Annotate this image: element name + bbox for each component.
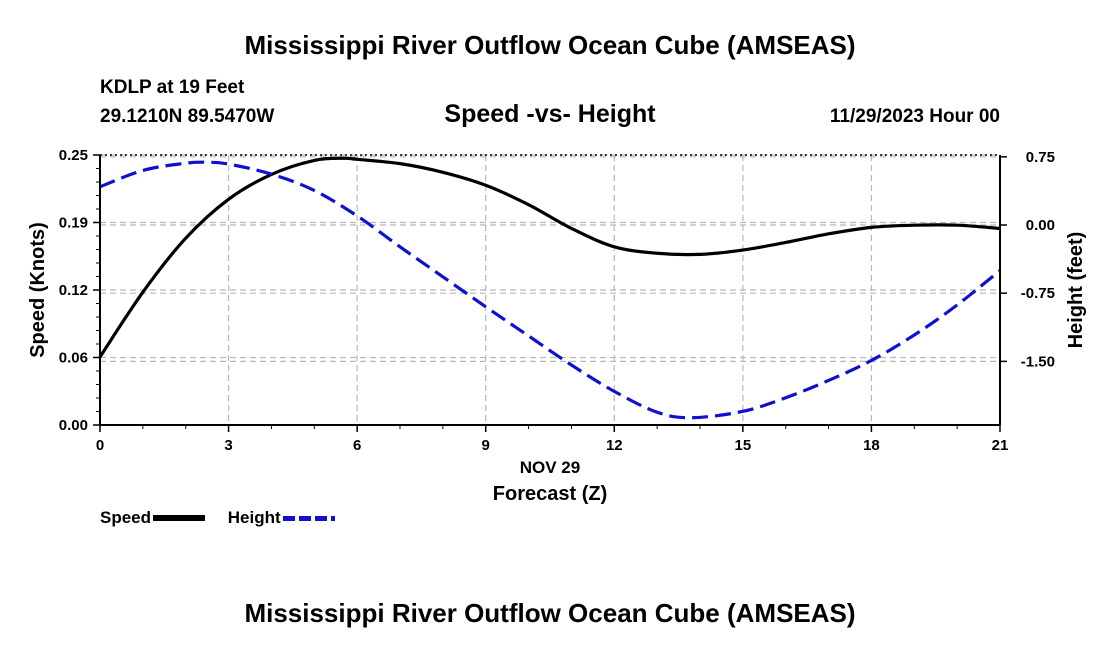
x-tick-label: 21 bbox=[992, 437, 1009, 454]
y2-tick-label: 0.75 bbox=[1026, 149, 1055, 166]
x-tick-label: 6 bbox=[353, 437, 361, 454]
station-label: KDLP at 19 Feet bbox=[100, 77, 245, 98]
legend-item-height: Height bbox=[228, 508, 335, 528]
y-tick-label: 0.12 bbox=[59, 282, 88, 299]
x-tick-label: 15 bbox=[735, 437, 752, 454]
x-tick-label: 18 bbox=[863, 437, 880, 454]
coordinates-label: 29.1210N 89.5470W bbox=[100, 106, 275, 127]
chart-title: Mississippi River Outflow Ocean Cube (AM… bbox=[244, 30, 856, 60]
x-date-label: NOV 29 bbox=[520, 458, 580, 477]
legend-speed-swatch bbox=[153, 515, 206, 521]
legend-speed-label: Speed bbox=[100, 508, 152, 527]
axes-layer: 0 3 6 9 12 15 18 21 0.00 0.06 0.12 0.19 0.25 0.75 0.00… bbox=[59, 147, 1055, 454]
series-layer bbox=[98, 156, 1002, 420]
speed-height-chart: 0 3 6 9 12 15 18 21 0.00 0.06 0.12 0.19 0.25 0.75 0.00… bbox=[27, 147, 1087, 505]
y2-tick-label: -1.50 bbox=[1021, 353, 1055, 370]
x-tick-label: 3 bbox=[224, 437, 232, 454]
series-line-height bbox=[99, 160, 1002, 420]
x-axis-label: Forecast (Z) bbox=[493, 483, 607, 505]
y2-axis-label: Height (feet) bbox=[1065, 232, 1087, 349]
y2-tick-label: -0.75 bbox=[1021, 285, 1055, 302]
legend-height-label: Height bbox=[227, 508, 281, 527]
y2-tick-label: 0.00 bbox=[1026, 217, 1055, 234]
legend-height-swatch bbox=[282, 515, 335, 521]
y-tick-label: 0.00 bbox=[59, 417, 88, 434]
y-axis-label: Speed (Knots) bbox=[27, 222, 49, 358]
y-tick-label: 0.06 bbox=[59, 350, 88, 367]
footer-title: Mississippi River Outflow Ocean Cube (AM… bbox=[244, 598, 856, 628]
legend: Speed Height bbox=[100, 508, 353, 528]
y-tick-label: 0.25 bbox=[59, 147, 88, 164]
series-line-speed bbox=[98, 156, 1001, 358]
chart-subtitle: Speed -vs- Height bbox=[444, 100, 656, 128]
x-tick-label: 9 bbox=[482, 437, 490, 454]
forecast-datetime: 11/29/2023 Hour 00 bbox=[829, 106, 1000, 127]
legend-item-speed: Speed bbox=[100, 508, 206, 528]
x-tick-label: 12 bbox=[606, 437, 623, 454]
y-tick-label: 0.19 bbox=[59, 215, 88, 232]
x-tick-label: 0 bbox=[96, 437, 104, 454]
